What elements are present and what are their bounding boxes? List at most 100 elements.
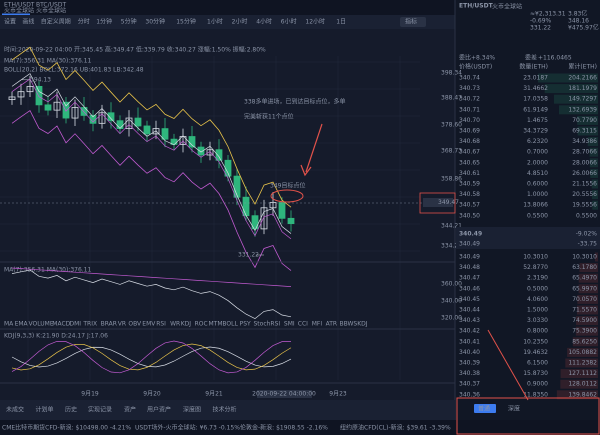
indicator-button[interactable]	[400, 17, 426, 27]
indicator-tab[interactable]: BOLL	[222, 321, 238, 328]
ticker-item: 纽约原油CFD(CL)-新浪: $39.61 -3.39%	[340, 424, 451, 432]
book-cell[interactable]: 340.44	[459, 307, 480, 314]
toolbar-item[interactable]: 5分钟	[121, 18, 137, 26]
candle-body	[251, 215, 259, 230]
book-header: 价格(USDT)	[459, 63, 492, 71]
book-cell[interactable]: 340.68	[459, 138, 480, 145]
book-cell[interactable]: 340.50	[459, 212, 480, 219]
indicator-tab[interactable]: CCI	[298, 321, 308, 328]
book-cell[interactable]: 340.41	[459, 338, 480, 345]
book-cell[interactable]: 340.42	[459, 328, 480, 335]
book-cell[interactable]: 340.43	[459, 317, 480, 324]
book-cell: 1.4675	[527, 117, 548, 124]
book-cell[interactable]: 340.40	[459, 349, 480, 356]
bottom-tab[interactable]: 实现记录	[88, 406, 112, 414]
book-cell[interactable]: 340.61	[459, 170, 480, 177]
book-cell[interactable]: 340.48	[459, 264, 480, 271]
toolbar-item[interactable]: 4小时	[256, 18, 272, 26]
book-cell[interactable]: 340.67	[459, 149, 480, 156]
last-price: 340.49	[459, 231, 482, 238]
indicator-tab[interactable]: OBV	[128, 321, 142, 328]
indicator-tab[interactable]: DMI	[70, 321, 82, 328]
annotation-arrowhead	[300, 164, 312, 177]
book-cell: 31.4662	[523, 85, 548, 92]
book-cell: 139.8462	[568, 391, 597, 398]
indicator-tab[interactable]: BBW	[340, 321, 354, 328]
indicator-tab[interactable]: KDJ	[181, 321, 192, 328]
bottom-tab[interactable]: 资产	[124, 406, 136, 414]
toolbar-item[interactable]: 15分钟	[176, 18, 196, 26]
book-cell[interactable]: 340.65	[459, 159, 480, 166]
bottom-tab[interactable]: 用户资产	[147, 406, 171, 414]
indicator-tab[interactable]: SMI	[284, 321, 295, 328]
indicator-tab[interactable]: ROC	[195, 321, 208, 328]
book-cell[interactable]: 340.74	[459, 75, 480, 82]
book-cell[interactable]: 340.58	[459, 191, 480, 198]
book-cell[interactable]: 340.59	[459, 181, 480, 188]
pair-tab[interactable]: BTC/USDT	[36, 2, 66, 9]
chart-info: 时间:2020-09-22 04:00 开:345.45 高:349.47 低:…	[4, 46, 266, 54]
bottom-tab[interactable]: 计划单	[36, 406, 54, 414]
toolbar-item[interactable]: 12小时	[305, 18, 325, 26]
indicator-tab[interactable]: ATR	[326, 321, 337, 328]
book-cell[interactable]: 340.73	[459, 85, 480, 92]
toolbar-item[interactable]: 画线	[22, 18, 34, 26]
toolbar-item[interactable]: 1小时	[207, 18, 223, 26]
book-cell: 0.6000	[527, 181, 548, 188]
indicator-tab[interactable]: WR	[170, 321, 180, 328]
book-cell: 85.6250	[572, 338, 597, 345]
book-cell: 6.2320	[527, 138, 548, 145]
pair-tab-exchange: 火币全球站	[4, 7, 34, 15]
indicator-tab[interactable]: PSY	[240, 321, 251, 328]
indicator-tab[interactable]: VOLUME	[29, 321, 54, 328]
bottom-tab[interactable]: 技术分析	[213, 406, 237, 414]
indicator-tab[interactable]: RSI	[156, 321, 166, 328]
depth-bar	[577, 115, 598, 125]
bottom-tab[interactable]: 未成交	[6, 406, 24, 414]
indicator-tab[interactable]: TRIX	[82, 321, 97, 328]
indicator-tab[interactable]: MFI	[312, 321, 323, 328]
book-cell[interactable]: 340.46	[459, 285, 480, 292]
book-cell[interactable]: 340.57	[459, 202, 480, 209]
toolbar-item[interactable]: 设置	[4, 18, 16, 26]
indicator-tab[interactable]: EMV	[142, 321, 156, 328]
toolbar-item[interactable]: 30分钟	[145, 18, 165, 26]
depth-bar	[589, 147, 598, 157]
book-cell[interactable]: 340.47	[459, 275, 480, 282]
book-cell[interactable]: 340.38	[459, 370, 480, 377]
indicator-tab[interactable]: SKDJ	[353, 321, 367, 328]
indicator-tab[interactable]: MA	[4, 321, 14, 328]
book-cell[interactable]: 340.49	[459, 254, 480, 261]
indicator-tab[interactable]: MACD	[52, 321, 70, 328]
volume-axis-label: 360.00	[441, 281, 462, 288]
book-cell[interactable]: 340.70	[459, 117, 480, 124]
indicator-tab[interactable]: VR	[118, 321, 126, 328]
book-cell[interactable]: 340.45	[459, 296, 480, 303]
indicator-tab[interactable]: StochRSI	[254, 321, 281, 328]
price-axis-label: 334.21	[441, 243, 462, 250]
toolbar-item[interactable]: 6小时	[281, 18, 297, 26]
bottom-tab[interactable]: 深度图	[183, 406, 201, 414]
pair-tab[interactable]: ETH/USDT	[4, 2, 35, 9]
book-footer[interactable]: 普通	[478, 405, 490, 413]
book-cell[interactable]: 340.72	[459, 96, 480, 103]
toolbar-item[interactable]: 2小时	[232, 18, 248, 26]
toolbar-item[interactable]: 自定义周期	[41, 18, 71, 26]
book-cell[interactable]: 340.37	[459, 381, 480, 388]
toolbar-item[interactable]: 1日	[336, 19, 346, 26]
candle-body	[233, 175, 241, 198]
indicator-tab[interactable]: EMA	[15, 321, 29, 328]
book-cell[interactable]: 340.36	[459, 391, 480, 398]
book-cell: 11.8350	[523, 391, 548, 398]
book-cell[interactable]: 340.69	[459, 128, 480, 135]
footer-button[interactable]	[474, 404, 496, 413]
book-cell: 75.3900	[572, 328, 597, 335]
book-cell[interactable]: 340.39	[459, 360, 480, 367]
book-footer[interactable]: 深度	[508, 405, 520, 413]
bottom-tab[interactable]: 历史	[65, 406, 77, 414]
toolbar-item[interactable]: 1分钟	[96, 18, 112, 26]
book-cell[interactable]: 340.71	[459, 106, 480, 113]
toolbar-item[interactable]: 分时	[78, 18, 90, 26]
indicator-tab[interactable]: MTM	[209, 321, 223, 328]
indicator-tab[interactable]: BRAR	[101, 321, 117, 328]
